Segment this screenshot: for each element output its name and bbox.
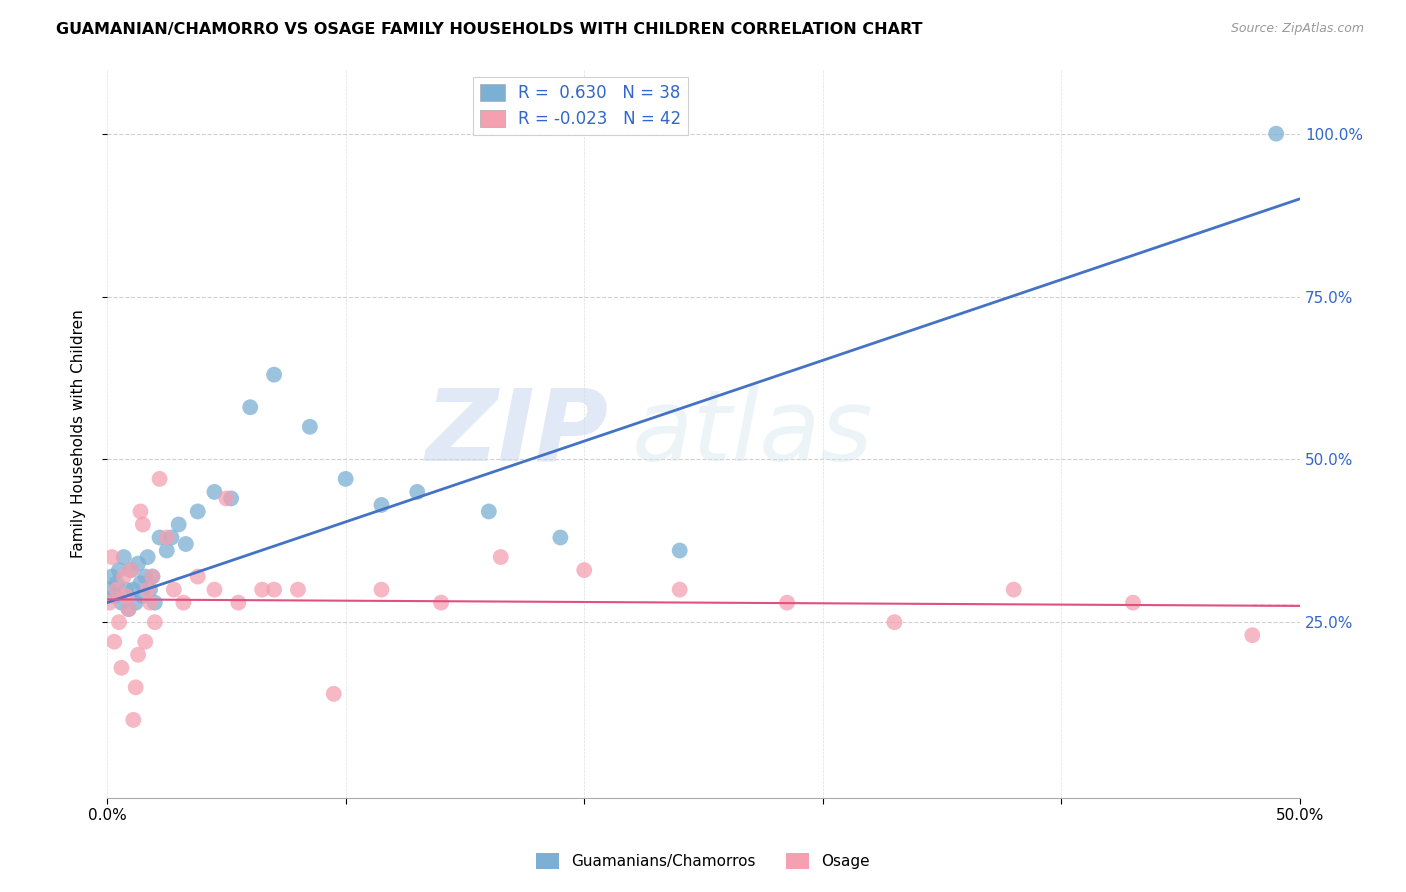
Point: [239, 401, 262, 415]
Text: Source: ZipAtlas.com: Source: ZipAtlas.com: [1230, 22, 1364, 36]
Point: [117, 602, 139, 616]
Point: [139, 596, 162, 610]
Point: [141, 569, 163, 583]
Point: [172, 596, 194, 610]
Point: [1002, 582, 1025, 597]
Point: [115, 582, 138, 597]
Point: [156, 543, 179, 558]
Point: [370, 498, 392, 512]
Point: [103, 589, 125, 603]
Point: [101, 569, 124, 583]
Point: [1122, 596, 1144, 610]
Point: [668, 543, 690, 558]
Point: [574, 563, 596, 577]
Point: [105, 576, 128, 591]
Point: [335, 472, 357, 486]
Text: GUAMANIAN/CHAMORRO VS OSAGE FAMILY HOUSEHOLDS WITH CHILDREN CORRELATION CHART: GUAMANIAN/CHAMORRO VS OSAGE FAMILY HOUSE…: [56, 22, 922, 37]
Point: [204, 582, 226, 597]
Point: [263, 368, 285, 382]
Point: [219, 491, 242, 506]
Point: [125, 681, 148, 695]
Point: [160, 531, 183, 545]
Point: [204, 484, 226, 499]
Point: [139, 582, 162, 597]
Point: [117, 602, 139, 616]
Point: [132, 517, 155, 532]
Point: [883, 615, 905, 630]
Point: [115, 589, 138, 603]
Point: [215, 491, 238, 506]
Point: [489, 549, 512, 564]
Point: [370, 582, 392, 597]
Point: [129, 576, 152, 591]
Point: [134, 569, 156, 583]
Point: [156, 531, 179, 545]
Point: [322, 687, 344, 701]
Text: ZIP: ZIP: [425, 384, 609, 482]
Point: [226, 596, 249, 610]
Point: [167, 517, 190, 532]
Point: [174, 537, 197, 551]
Point: [187, 569, 209, 583]
Point: [127, 557, 149, 571]
Point: [110, 661, 132, 675]
Point: [1241, 628, 1264, 642]
Point: [263, 582, 285, 597]
Text: atlas: atlas: [631, 384, 873, 482]
Point: [127, 648, 149, 662]
Point: [125, 596, 148, 610]
Point: [298, 419, 321, 434]
Point: [141, 569, 163, 583]
Point: [98, 582, 121, 597]
Point: [103, 634, 125, 648]
Point: [143, 596, 166, 610]
Point: [136, 549, 159, 564]
Point: [129, 504, 152, 518]
Point: [120, 563, 142, 577]
Point: [250, 582, 273, 597]
Point: [163, 582, 186, 597]
Point: [148, 472, 170, 486]
Point: [478, 504, 501, 518]
Point: [105, 582, 128, 597]
Point: [134, 634, 156, 648]
Point: [430, 596, 453, 610]
Point: [108, 563, 131, 577]
Point: [136, 582, 159, 597]
Point: [776, 596, 799, 610]
Point: [406, 484, 429, 499]
Point: [110, 596, 132, 610]
Point: [120, 563, 142, 577]
Legend: R =  0.630   N = 38, R = -0.023   N = 42: R = 0.630 N = 38, R = -0.023 N = 42: [474, 77, 688, 135]
Point: [132, 589, 155, 603]
Point: [287, 582, 309, 597]
Point: [98, 596, 121, 610]
Point: [101, 549, 124, 564]
Point: [112, 569, 135, 583]
Point: [148, 531, 170, 545]
Point: [550, 531, 572, 545]
Point: [668, 582, 690, 597]
Point: [122, 582, 145, 597]
Y-axis label: Family Households with Children: Family Households with Children: [72, 309, 86, 558]
Point: [112, 549, 135, 564]
Point: [108, 615, 131, 630]
Point: [143, 615, 166, 630]
Legend: Guamanians/Chamorros, Osage: Guamanians/Chamorros, Osage: [530, 847, 876, 875]
Point: [122, 713, 145, 727]
Point: [1265, 127, 1288, 141]
Point: [187, 504, 209, 518]
